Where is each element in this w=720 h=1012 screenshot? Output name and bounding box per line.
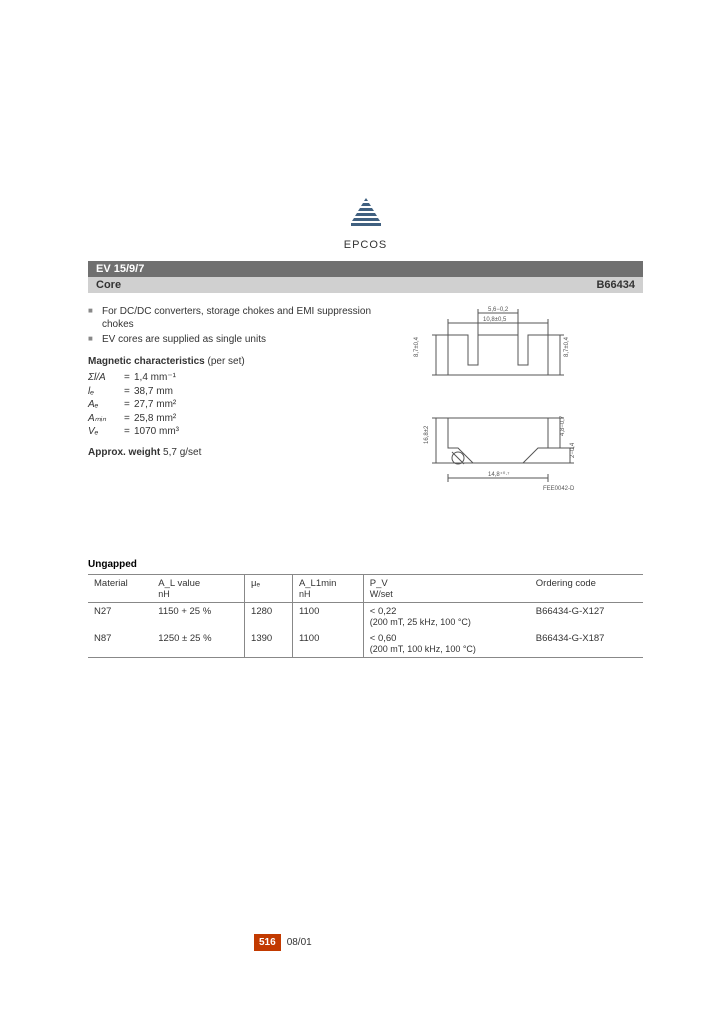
col-almin: A_L1minnH xyxy=(292,575,363,603)
logo-pyramid-icon xyxy=(351,198,381,232)
dim-label: 8,7±0,4 xyxy=(414,336,420,357)
table-title: Ungapped xyxy=(88,559,643,570)
right-column: 10,8±0,5 5,6−0,2 8,7±0,4 8,7±0,4 xyxy=(388,305,643,521)
title-bar: EV 15/9/7 xyxy=(88,261,643,277)
ungapped-table: Material A_L valuenH μₑ A_L1minnH P_VW/s… xyxy=(88,574,643,658)
col-code: Ordering code xyxy=(530,575,643,603)
page-footer: 516 08/01 xyxy=(254,934,312,951)
col-material: Material xyxy=(88,575,152,603)
char-row: Aₘᵢₙ=25,8 mm² xyxy=(88,412,388,426)
dim-label: 2−0,4 xyxy=(570,442,576,458)
dim-label: 14,8⁺⁰·⁷ xyxy=(488,471,509,478)
char-row: Vₑ=1070 mm³ xyxy=(88,425,388,439)
col-al: A_L valuenH xyxy=(152,575,244,603)
subtitle-bar: Core B66434 xyxy=(88,277,643,293)
diagram-top: 10,8±0,5 5,6−0,2 8,7±0,4 8,7±0,4 xyxy=(388,305,643,390)
subtitle-right: B66434 xyxy=(596,279,635,291)
approx-weight: Approx. weight 5,7 g/set xyxy=(88,447,388,458)
dim-label: 4,8−0,7 xyxy=(560,415,566,436)
char-row: lₑ=38,7 mm xyxy=(88,385,388,399)
col-pv: P_VW/set xyxy=(363,575,529,603)
dim-label: 8,7±0,4 xyxy=(564,336,570,357)
dim-label: 5,6−0,2 xyxy=(488,307,509,313)
logo-text: EPCOS xyxy=(88,239,643,251)
page-number: 516 xyxy=(254,934,281,951)
list-item: EV cores are supplied as single units xyxy=(88,333,388,346)
list-item: For DC/DC converters, storage chokes and… xyxy=(88,305,388,331)
table-row: N87 1250 ± 25 % 1390 1100 < 0,60(200 mT,… xyxy=(88,630,643,658)
feature-list: For DC/DC converters, storage chokes and… xyxy=(88,305,388,346)
left-column: For DC/DC converters, storage chokes and… xyxy=(88,305,388,521)
dim-label: 10,8±0,5 xyxy=(483,317,507,323)
mag-char-list: Σl/A=1,4 mm⁻¹ lₑ=38,7 mm Aₑ=27,7 mm² Aₘᵢ… xyxy=(88,371,388,439)
dim-label: 16,8±2 xyxy=(424,425,430,444)
logo: EPCOS xyxy=(88,198,643,251)
table-row: N27 1150 + 25 % 1280 1100 < 0,22(200 mT,… xyxy=(88,603,643,631)
subtitle-left: Core xyxy=(96,279,121,291)
diagram-bottom: 4,8−0,7 2−0,4 14,8⁺⁰·⁷ 16,8±2 FEE0042-D xyxy=(388,408,643,503)
footer-date: 08/01 xyxy=(287,937,312,948)
col-ue: μₑ xyxy=(245,575,293,603)
char-row: Σl/A=1,4 mm⁻¹ xyxy=(88,371,388,385)
mag-char-heading: Magnetic characteristics (per set) xyxy=(88,356,388,367)
char-row: Aₑ=27,7 mm² xyxy=(88,398,388,412)
dim-label: FEE0042-D xyxy=(543,486,575,492)
